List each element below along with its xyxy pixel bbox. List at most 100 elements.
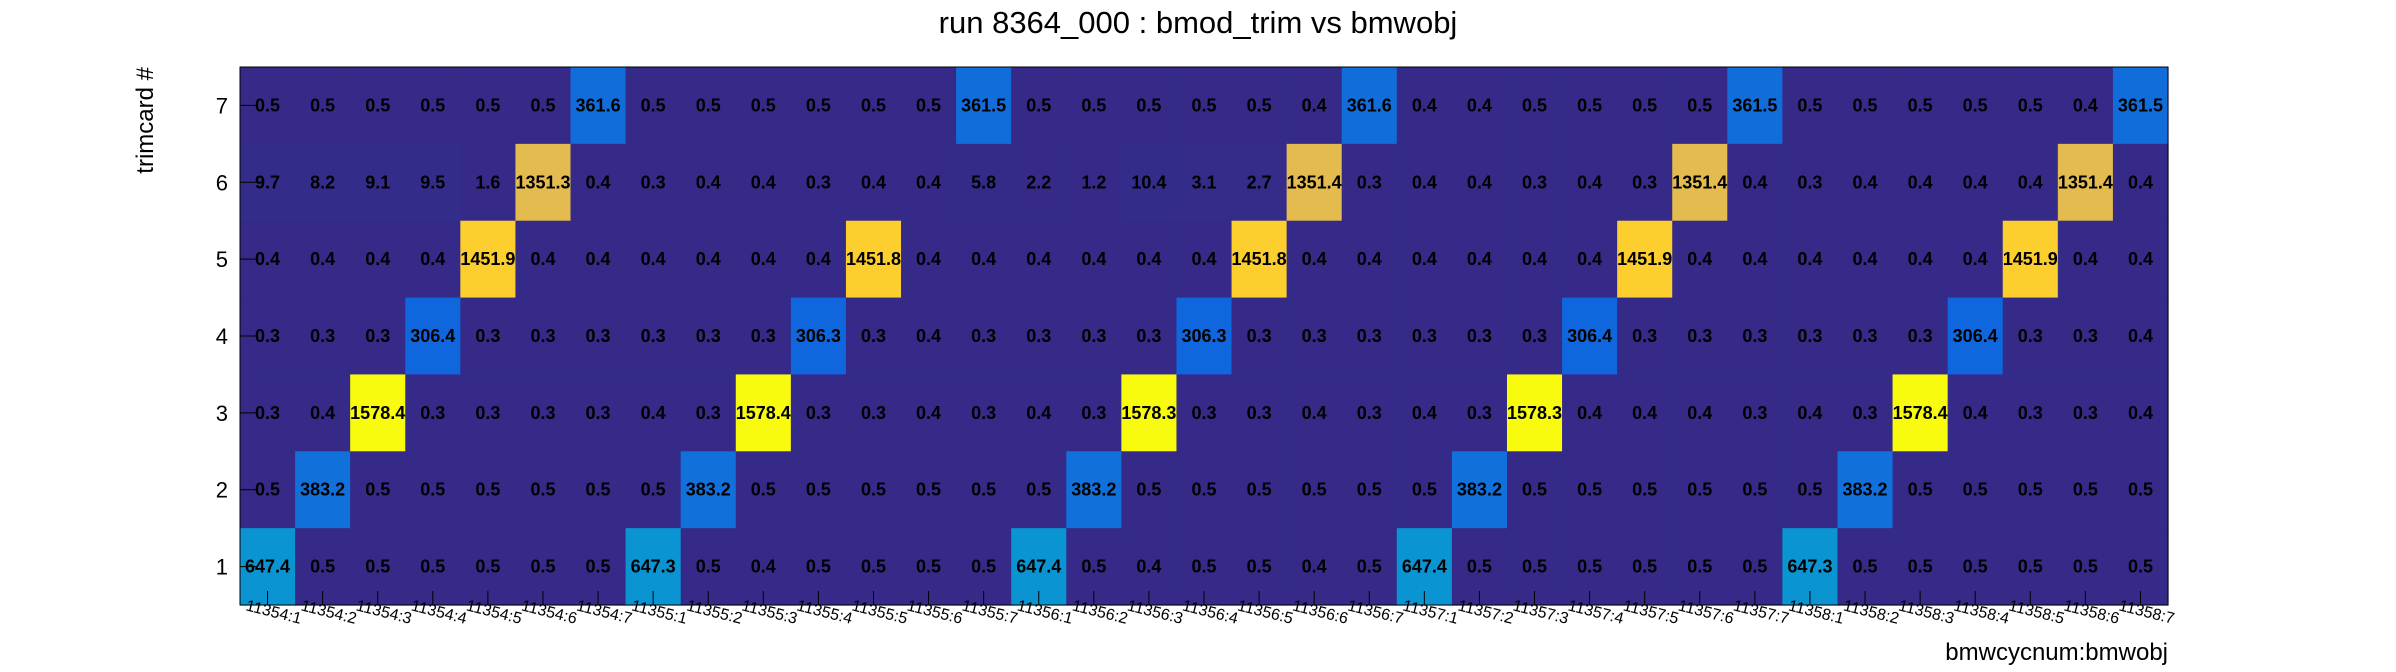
heatmap-cell bbox=[515, 297, 572, 376]
heatmap-cell bbox=[405, 143, 461, 222]
heatmap-cell bbox=[1837, 143, 1894, 222]
heatmap-cell bbox=[1286, 220, 1343, 299]
heatmap-cell-value: 0.5 bbox=[1908, 480, 1933, 500]
heatmap-cell-value: 0.5 bbox=[971, 557, 996, 577]
heatmap-cell-value: 0.4 bbox=[1136, 557, 1161, 577]
heatmap-cell bbox=[2057, 220, 2114, 299]
heatmap-cell bbox=[2112, 374, 2169, 452]
heatmap-cell bbox=[1506, 451, 1563, 529]
heatmap-cell-value: 0.4 bbox=[916, 249, 941, 269]
heatmap-cell-value: 8.2 bbox=[310, 172, 335, 192]
heatmap-cell-value: 0.4 bbox=[751, 249, 776, 269]
heatmap-cell bbox=[1341, 220, 1398, 299]
x-axis-title: bmwcycnum:bmwobj bbox=[1945, 639, 2168, 666]
heatmap-cell-value: 0.5 bbox=[1522, 557, 1547, 577]
heatmap-cell-value: 0.4 bbox=[1577, 249, 1602, 269]
heatmap-cell bbox=[1286, 374, 1343, 452]
heatmap-cell-value: 0.4 bbox=[255, 249, 280, 269]
heatmap-cell-value: 0.4 bbox=[2018, 172, 2043, 192]
heatmap-cell-value: 0.4 bbox=[916, 403, 941, 423]
heatmap-cell-value: 0.4 bbox=[696, 172, 721, 192]
heatmap-cell-value: 0.4 bbox=[1963, 172, 1988, 192]
heatmap-cell bbox=[1727, 67, 1783, 145]
heatmap-cell bbox=[2002, 220, 2059, 299]
heatmap-cell-value: 0.4 bbox=[971, 249, 996, 269]
heatmap-cell-value: 0.4 bbox=[696, 249, 721, 269]
heatmap-cell-value: 361.6 bbox=[576, 95, 621, 115]
heatmap-cell-value: 0.4 bbox=[1908, 172, 1933, 192]
heatmap-cell bbox=[2112, 297, 2169, 376]
heatmap-cell-value: 0.4 bbox=[1412, 249, 1437, 269]
heatmap-cell bbox=[1892, 374, 1949, 452]
heatmap-cell bbox=[790, 220, 847, 299]
heatmap-cell bbox=[405, 297, 461, 376]
heatmap-cell bbox=[1506, 374, 1563, 452]
heatmap-cell-value: 0.4 bbox=[2128, 172, 2153, 192]
heatmap-cell bbox=[1727, 374, 1783, 452]
heatmap-cell bbox=[2112, 451, 2169, 529]
heatmap-cell bbox=[1396, 67, 1453, 145]
heatmap-cell-value: 0.5 bbox=[255, 95, 280, 115]
heatmap-cell bbox=[735, 374, 792, 452]
heatmap-cell-value: 0.5 bbox=[365, 480, 390, 500]
heatmap-cell bbox=[1121, 297, 1178, 376]
heatmap-cell-value: 0.4 bbox=[1191, 249, 1216, 269]
heatmap-cell-value: 0.5 bbox=[1908, 557, 1933, 577]
heatmap-cell bbox=[2057, 374, 2114, 452]
heatmap-cell-value: 306.3 bbox=[1181, 326, 1226, 346]
heatmap-cell bbox=[1562, 451, 1618, 529]
heatmap-cell-value: 0.4 bbox=[2128, 249, 2153, 269]
heatmap-cell-value: 0.5 bbox=[1247, 557, 1272, 577]
heatmap-cell bbox=[1947, 297, 2004, 376]
heatmap-cell bbox=[570, 220, 627, 299]
heatmap-cell-value: 0.4 bbox=[1302, 557, 1327, 577]
heatmap-cell-value: 647.4 bbox=[1402, 557, 1447, 577]
heatmap-cell-value: 0.3 bbox=[1357, 403, 1382, 423]
heatmap-cell bbox=[1837, 220, 1894, 299]
heatmap-cell bbox=[1506, 220, 1563, 299]
heatmap-cell-value: 0.3 bbox=[696, 326, 721, 346]
heatmap-cell-value: 0.5 bbox=[916, 95, 941, 115]
heatmap-cell bbox=[1451, 451, 1508, 529]
heatmap-cell-value: 0.5 bbox=[1632, 480, 1657, 500]
heatmap-cell bbox=[295, 220, 351, 299]
heatmap-cell bbox=[1672, 220, 1728, 299]
heatmap-cell bbox=[901, 143, 957, 222]
heatmap-cell-value: 0.4 bbox=[1853, 249, 1878, 269]
heatmap-cell bbox=[625, 67, 682, 145]
heatmap-cell bbox=[1506, 143, 1563, 222]
heatmap-cell-value: 9.5 bbox=[420, 172, 445, 192]
heatmap-cell bbox=[901, 374, 957, 452]
heatmap-cell-value: 0.4 bbox=[1412, 403, 1437, 423]
heatmap-cell bbox=[1617, 297, 1673, 376]
heatmap-cell-value: 0.5 bbox=[641, 95, 666, 115]
heatmap-cell-value: 0.3 bbox=[806, 172, 831, 192]
heatmap-cell-value: 0.4 bbox=[1963, 249, 1988, 269]
heatmap-cell-value: 0.3 bbox=[1026, 326, 1051, 346]
heatmap-cell bbox=[1011, 67, 1067, 145]
heatmap-cell bbox=[1231, 297, 1288, 376]
heatmap-cell-value: 0.4 bbox=[1136, 249, 1161, 269]
heatmap-cell bbox=[625, 451, 682, 529]
heatmap-cell-value: 0.5 bbox=[1357, 557, 1382, 577]
heatmap-cell bbox=[1176, 143, 1233, 222]
heatmap-cell bbox=[1451, 220, 1508, 299]
heatmap-cell bbox=[515, 67, 572, 145]
heatmap-cell-value: 647.4 bbox=[245, 557, 290, 577]
heatmap-cell bbox=[1617, 451, 1673, 529]
heatmap-cell-value: 0.5 bbox=[1026, 480, 1051, 500]
heatmap-cell-value: 1578.3 bbox=[1507, 403, 1562, 423]
heatmap-cell bbox=[1947, 143, 2004, 222]
heatmap-cell-value: 0.3 bbox=[1853, 326, 1878, 346]
heatmap-cell bbox=[1562, 374, 1618, 452]
heatmap-cell bbox=[1286, 297, 1343, 376]
heatmap-cell bbox=[295, 143, 351, 222]
heatmap-cell-value: 1578.4 bbox=[736, 403, 791, 423]
heatmap-cell-value: 0.5 bbox=[806, 480, 831, 500]
heatmap-cell bbox=[625, 220, 682, 299]
heatmap-cell-value: 0.4 bbox=[1742, 172, 1767, 192]
heatmap-cell bbox=[1947, 220, 2004, 299]
heatmap-cell-value: 0.3 bbox=[751, 326, 776, 346]
heatmap-cell-value: 0.3 bbox=[1136, 326, 1161, 346]
